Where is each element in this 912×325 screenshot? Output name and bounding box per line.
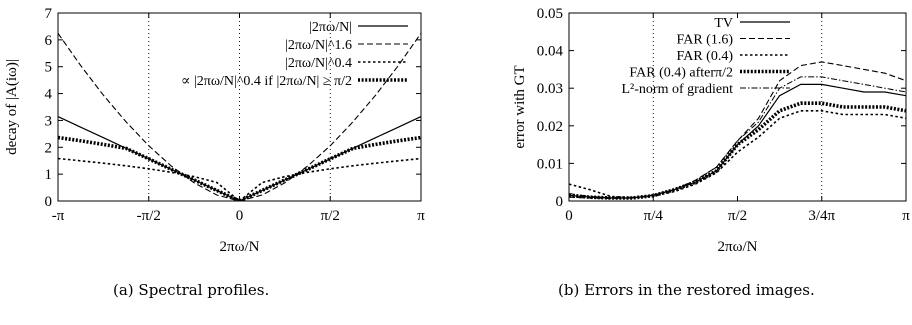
- y-tick-label: 0: [556, 194, 564, 210]
- y-tick-label: 2: [45, 140, 53, 156]
- y-tick-label: 0.04: [537, 44, 564, 60]
- caption-b: (b) Errors in the restored images.: [558, 281, 815, 299]
- legend-label: FAR (1.6): [676, 33, 733, 48]
- chart-panel-a: 0 1 2 3 4 5 6 7 -π -π/2 0 π/2 π 2πω/N decay of |A(iω)|…: [4, 6, 425, 255]
- legend-label: ∝ |2πω/N|^0.4 if |2πω/N| ≥ π/2: [181, 74, 352, 89]
- series-line-3: [569, 110, 906, 199]
- legend-label: |2πω/N|: [309, 20, 352, 35]
- series-line-4: [58, 135, 421, 201]
- y-tick-label: 3: [45, 113, 53, 129]
- legend-label: FAR (0.4): [676, 49, 733, 64]
- x-tick-label: 3/4π: [808, 208, 835, 224]
- x-axis-label: 2πω/N: [220, 239, 260, 255]
- series-line-5: [569, 76, 906, 199]
- y-tick-label: 5: [45, 60, 53, 76]
- x-tick-label: 0: [565, 208, 573, 224]
- caption-a: (a) Spectral profiles.: [113, 281, 270, 299]
- y-tick-label: 7: [45, 6, 53, 22]
- y-tick-label: 1: [45, 167, 53, 183]
- y-axis-label: error with GT: [512, 65, 528, 148]
- series-line-1: [58, 116, 421, 201]
- x-tick-label: -π/2: [137, 208, 161, 224]
- y-tick-label: 0.03: [537, 81, 563, 97]
- x-tick-label: -π: [52, 208, 65, 224]
- series-line-3: [58, 157, 421, 201]
- legend-label: |2πω/N|^0.4: [285, 56, 352, 71]
- x-axis-label: 2πω/N: [718, 239, 758, 255]
- chart-panel-b: 0 0.01 0.02 0.03 0.04 0.05 0 π/4 π/2 3/4π π 2πω/N er…: [512, 6, 910, 255]
- y-tick-label: 0.02: [537, 119, 563, 135]
- legend-label: |2πω/N|^1.6: [285, 38, 352, 53]
- series-line-4: [569, 101, 906, 200]
- y-tick-label: 6: [45, 33, 53, 49]
- legend-label: L²-norm of gradient: [622, 82, 734, 97]
- x-tick-label: π/2: [728, 208, 747, 224]
- legend-label: FAR (0.4) afterπ/2: [629, 66, 733, 81]
- series-line-2: [58, 32, 421, 201]
- y-tick-label: 0: [45, 194, 53, 210]
- x-tick-label: 0: [236, 208, 244, 224]
- x-tick-label: π/4: [644, 208, 664, 224]
- x-tick-label: π/2: [321, 208, 340, 224]
- x-tick-label: π: [902, 208, 910, 224]
- y-tick-label: 4: [45, 87, 53, 103]
- y-tick-label: 0.05: [537, 6, 563, 22]
- x-tick-label: π: [417, 208, 425, 224]
- series-line-2: [569, 61, 906, 199]
- legend-label: TV: [714, 16, 733, 31]
- y-axis-label: decay of |A(iω)|: [4, 59, 20, 155]
- y-tick-label: 0.01: [537, 156, 563, 172]
